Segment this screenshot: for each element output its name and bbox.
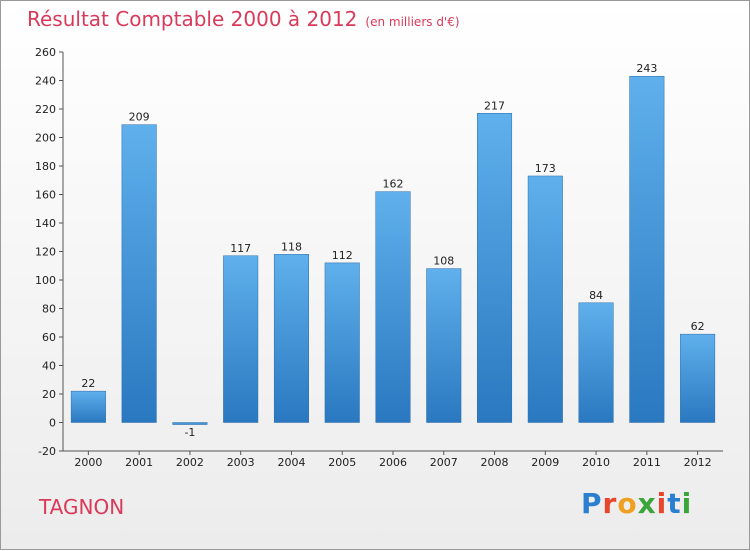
data-label-2003: 117 bbox=[230, 242, 251, 255]
x-tick-label: 2012 bbox=[684, 456, 712, 469]
y-tick-label: 20 bbox=[42, 388, 56, 401]
bar-2002 bbox=[172, 422, 208, 425]
label-layer: 22 209 -1 117 118 112 162 108 217 173 84 243 62 bbox=[81, 62, 704, 439]
bar-2012 bbox=[680, 333, 716, 423]
bar-2000 bbox=[70, 390, 106, 423]
y-tick-label: 120 bbox=[35, 246, 56, 259]
x-tick-label: 2008 bbox=[481, 456, 509, 469]
bar-2010 bbox=[578, 302, 614, 423]
bar-2008 bbox=[477, 113, 513, 423]
data-label-2007: 108 bbox=[433, 255, 454, 268]
bar-2001 bbox=[121, 124, 157, 423]
data-label-2005: 112 bbox=[332, 249, 353, 262]
logo-letter: i bbox=[681, 487, 693, 520]
data-label-2000: 22 bbox=[81, 377, 95, 390]
bar-2007 bbox=[426, 268, 462, 423]
bar-2009 bbox=[527, 175, 563, 423]
logo-letter: r bbox=[602, 487, 618, 520]
y-tick-label: 100 bbox=[35, 274, 56, 287]
chart-title: Résultat Comptable 2000 à 2012 (en millie… bbox=[27, 7, 460, 31]
chart-subtitle: (en milliers d'€) bbox=[365, 15, 460, 29]
proxiti-logo: Proxiti bbox=[581, 487, 692, 520]
x-tick-label: 2010 bbox=[582, 456, 610, 469]
bar-2011 bbox=[629, 75, 665, 423]
logo-letter: x bbox=[637, 487, 657, 520]
y-tick-label: 80 bbox=[42, 303, 56, 316]
y-tick-label: 40 bbox=[42, 360, 56, 373]
chart-title-text: Résultat Comptable 2000 à 2012 bbox=[27, 7, 358, 31]
data-label-2006: 162 bbox=[383, 178, 404, 191]
y-tick-label: 240 bbox=[35, 75, 56, 88]
data-label-2001: 209 bbox=[129, 111, 150, 124]
y-tick-label: 200 bbox=[35, 132, 56, 145]
x-tick-label: 2006 bbox=[379, 456, 407, 469]
bar-2004 bbox=[273, 254, 309, 423]
x-tick-label: 2000 bbox=[74, 456, 102, 469]
logo-letter: P bbox=[581, 487, 603, 520]
axis-layer: -20 0 20 40 60 80 100 120 140 160 180 200 220 240 260 2… bbox=[35, 46, 723, 469]
logo-letter: o bbox=[617, 487, 638, 520]
x-tick-label: 2007 bbox=[430, 456, 458, 469]
bar-2006 bbox=[375, 191, 411, 423]
x-tick-label: 2003 bbox=[227, 456, 255, 469]
bar-2003 bbox=[223, 255, 259, 423]
x-tick-label: 2002 bbox=[176, 456, 204, 469]
logo-letter: i bbox=[656, 487, 668, 520]
data-label-2004: 118 bbox=[281, 240, 302, 253]
data-label-2011: 243 bbox=[636, 62, 657, 75]
data-label-2012: 62 bbox=[691, 320, 705, 333]
x-tick-label: 2005 bbox=[328, 456, 356, 469]
y-tick-label: 160 bbox=[35, 189, 56, 202]
y-tick-label: 0 bbox=[49, 417, 56, 430]
y-tick-label: 260 bbox=[35, 46, 56, 59]
x-tick-label: 2009 bbox=[531, 456, 559, 469]
bar-layer bbox=[70, 75, 716, 425]
y-tick-label: 180 bbox=[35, 160, 56, 173]
data-label-2009: 173 bbox=[535, 162, 556, 175]
place-name: TAGNON bbox=[39, 495, 125, 519]
x-tick-label: 2011 bbox=[633, 456, 661, 469]
logo-letter: t bbox=[667, 487, 682, 520]
data-label-2008: 217 bbox=[484, 99, 505, 112]
y-tick-label: 220 bbox=[35, 103, 56, 116]
data-label-2002: -1 bbox=[184, 426, 195, 439]
y-tick-label: 60 bbox=[42, 331, 56, 344]
bar-2005 bbox=[324, 262, 360, 423]
data-label-2010: 84 bbox=[589, 289, 603, 302]
x-tick-label: 2004 bbox=[277, 456, 305, 469]
y-tick-label: 140 bbox=[35, 217, 56, 230]
x-tick-label: 2001 bbox=[125, 456, 153, 469]
y-tick-label: -20 bbox=[38, 445, 56, 458]
